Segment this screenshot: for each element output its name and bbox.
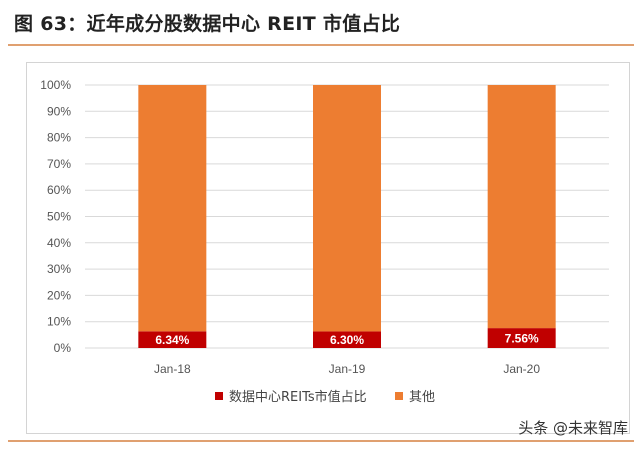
bar-datacenter-reit xyxy=(313,331,381,348)
bar-other xyxy=(313,85,381,332)
y-tick-label: 20% xyxy=(47,288,71,302)
figure-title: 图 63：近年成分股数据中心 REIT 市值占比 xyxy=(14,13,401,35)
y-tick-label: 90% xyxy=(47,104,71,118)
y-tick-label: 10% xyxy=(47,315,71,329)
y-tick-label: 100% xyxy=(40,78,71,92)
footer-rule xyxy=(8,440,634,442)
title-rule xyxy=(8,44,634,46)
y-tick-label: 0% xyxy=(54,341,72,355)
legend-label: 其他 xyxy=(409,390,435,405)
legend-swatch xyxy=(215,392,223,400)
y-tick-label: 70% xyxy=(47,157,71,171)
data-label: 6.30% xyxy=(330,333,364,347)
x-tick-label: Jan-18 xyxy=(154,362,191,376)
data-label: 7.56% xyxy=(505,332,539,346)
x-tick-label: Jan-20 xyxy=(503,362,540,376)
legend-swatch xyxy=(395,392,403,400)
y-tick-label: 60% xyxy=(47,183,71,197)
watermark-text: 头条 @未来智库 xyxy=(518,419,628,437)
bar-other xyxy=(138,85,207,332)
data-label: 6.34% xyxy=(155,333,189,347)
chart-frame: 0% 10% 20% 30% 40% 50% 60% 70% 80% 90% 100% 6.34% Ja… xyxy=(26,62,630,434)
bar-datacenter-reit xyxy=(138,331,207,348)
y-tick-label: 80% xyxy=(47,131,71,145)
legend-label: 数据中心REITs市值占比 xyxy=(229,389,367,405)
y-tick-label: 30% xyxy=(47,262,71,276)
x-tick-label: Jan-19 xyxy=(329,362,366,376)
y-tick-label: 40% xyxy=(47,236,71,250)
bar-datacenter-reit xyxy=(487,328,556,348)
stacked-bar-chart: 0% 10% 20% 30% 40% 50% 60% 70% 80% 90% 100% 6.34% Ja… xyxy=(40,78,609,405)
bar-other xyxy=(487,85,556,329)
y-tick-label: 50% xyxy=(47,210,71,224)
